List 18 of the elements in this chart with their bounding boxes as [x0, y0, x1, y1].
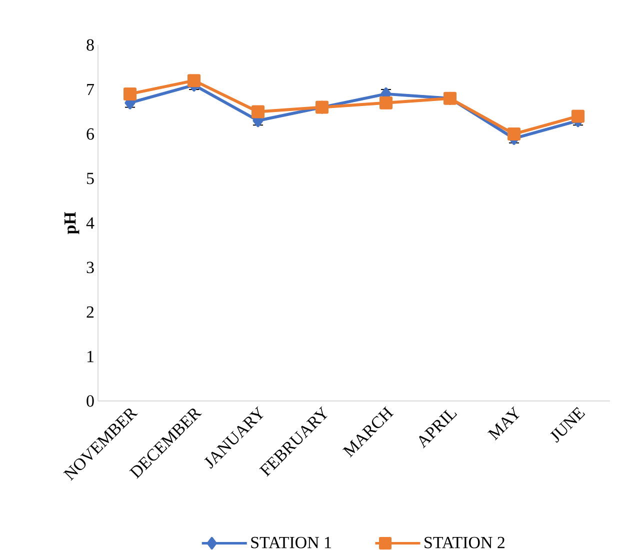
- y-tick-label: 4: [86, 217, 94, 229]
- y-tick-label: 3: [86, 262, 94, 274]
- y-tick-label: 8: [86, 39, 94, 51]
- y-tick-label: 0: [86, 395, 94, 407]
- legend-label: STATION 2: [424, 536, 504, 548]
- y-tick-label: 5: [87, 172, 94, 184]
- legend-label: STATION 1: [251, 536, 331, 548]
- point: [572, 110, 584, 123]
- y-tick-label: 7: [87, 84, 94, 96]
- y-tick-label: 1: [88, 350, 94, 362]
- point: [188, 74, 200, 88]
- y-tick-label: 6: [86, 128, 94, 140]
- y-tick-label: 2: [86, 306, 94, 318]
- y-axis-title: pH: [64, 212, 80, 234]
- point: [124, 87, 136, 100]
- point: [252, 105, 264, 118]
- point: [508, 128, 520, 140]
- point: [380, 96, 393, 110]
